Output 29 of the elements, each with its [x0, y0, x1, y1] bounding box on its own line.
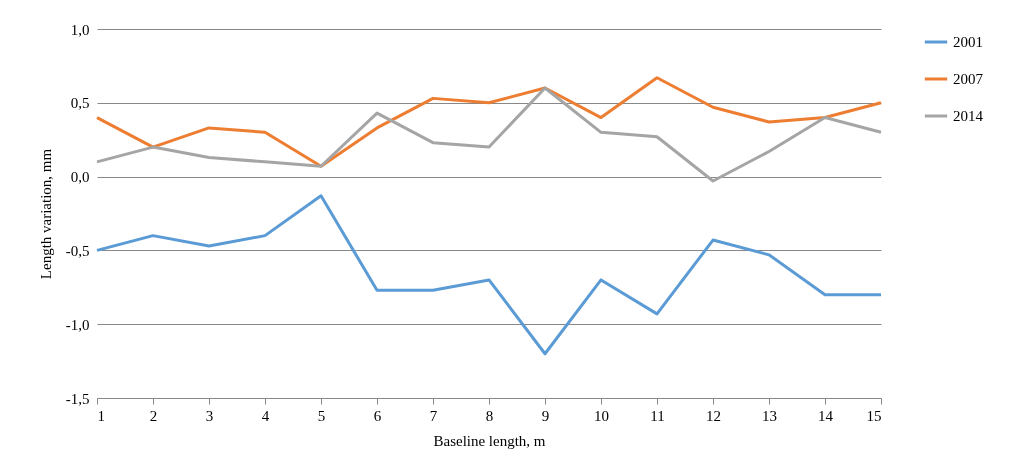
line-series: [95, 86, 883, 183]
legend-label: 2014: [953, 108, 984, 124]
x-tick-label: 13: [762, 407, 777, 424]
x-tick-label: 1: [97, 407, 105, 424]
x-tick-label: 3: [205, 407, 214, 424]
x-tick-label: 12: [706, 407, 721, 424]
x-tick-label: 14: [818, 407, 834, 424]
y-axis-title: Length variation, mm: [37, 148, 54, 280]
x-axis-title: Baseline length, m: [433, 432, 546, 449]
legend-label: 2001: [953, 34, 983, 50]
x-tick-label: 11: [650, 407, 665, 424]
y-tick-label: 0,0: [70, 169, 90, 186]
x-tick-label: 8: [485, 407, 494, 424]
x-tick-label: 9: [541, 407, 550, 424]
x-tick-label: 6: [373, 407, 382, 424]
line-series: [95, 76, 883, 168]
legend-label: 2007: [953, 71, 984, 87]
x-tick-label: 2: [149, 407, 158, 424]
y-tick-label: -0,5: [65, 242, 90, 259]
y-tick-label: -1,0: [65, 316, 90, 333]
x-tick-label: 10: [594, 407, 609, 424]
x-tick-label: 4: [261, 407, 270, 424]
y-tick-label: 1,0: [70, 21, 90, 38]
y-tick-label: -1,5: [65, 390, 90, 407]
y-tick-label: 0,5: [70, 95, 90, 112]
line-series: [95, 194, 883, 356]
x-tick-label: 7: [429, 407, 438, 424]
x-tick-label: 5: [317, 407, 326, 424]
x-tick-label: 15: [866, 407, 882, 424]
